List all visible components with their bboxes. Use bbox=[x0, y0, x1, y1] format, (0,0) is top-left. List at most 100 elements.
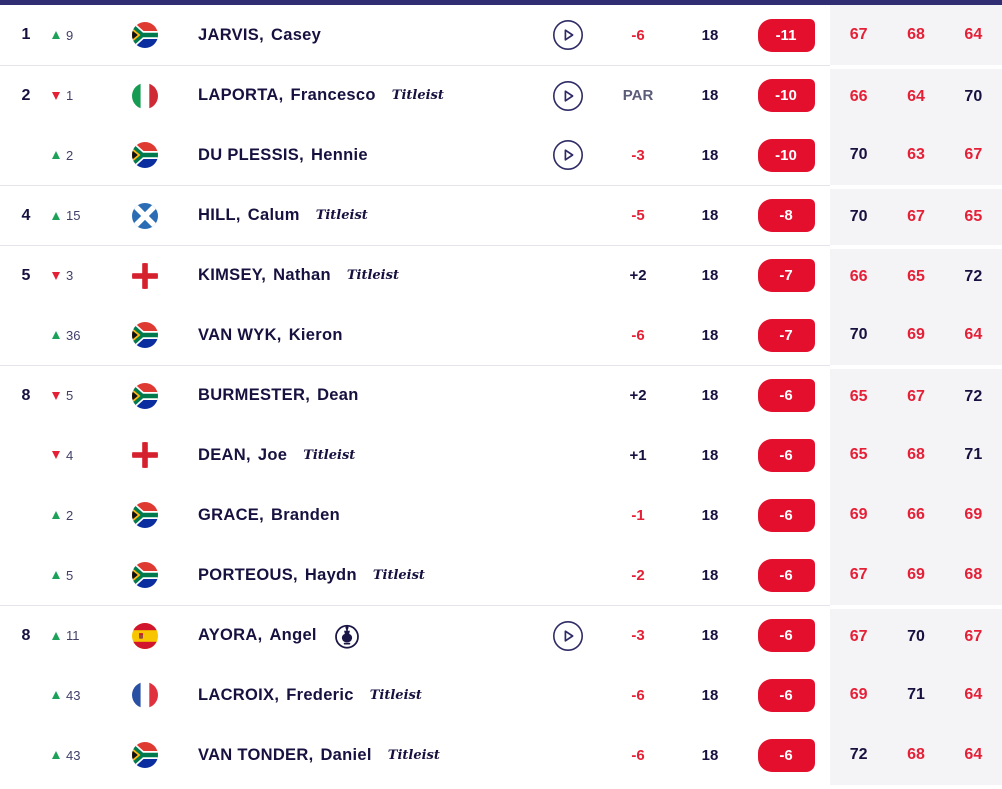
leaderboard-row[interactable]: 2 1 LAPORTA, Francesco Titleist PAR 18 -… bbox=[0, 65, 1002, 125]
player-last-name: DU PLESSIS, bbox=[198, 145, 304, 164]
player-name[interactable]: HILL, Calum Titleist bbox=[180, 206, 538, 225]
triangle-down-icon bbox=[52, 451, 60, 459]
total-cell: -7 bbox=[742, 259, 830, 292]
player-name[interactable]: VAN WYK, Kieron bbox=[180, 326, 538, 345]
play-video-button[interactable] bbox=[552, 139, 584, 171]
position-number: 1 bbox=[21, 26, 31, 43]
titleist-logo-text: Titleist bbox=[369, 687, 422, 703]
position-number: 8 bbox=[21, 626, 31, 644]
round-2-score: 65 bbox=[907, 268, 925, 285]
player-first-name: Calum bbox=[247, 206, 300, 224]
position-number: 5 bbox=[21, 266, 31, 284]
round-scores: 70 69 64 bbox=[830, 305, 1002, 365]
round-scores: 72 68 64 bbox=[830, 725, 1002, 785]
position-change: 9 bbox=[52, 28, 110, 43]
movement-value: 2 bbox=[66, 147, 74, 163]
play-video-button[interactable] bbox=[552, 80, 584, 112]
leaderboard-row[interactable]: 4 15 HILL, Calum Titleist -5 18 -8 70 67… bbox=[0, 185, 1002, 245]
round-1-score: 66 bbox=[849, 268, 868, 285]
holes-played: 18 bbox=[701, 326, 719, 344]
row-left: 5 PORTEOUS, Haydn Titleist -2 18 -6 bbox=[0, 545, 830, 605]
total-score-badge: -7 bbox=[757, 318, 815, 352]
england-flag-icon bbox=[110, 262, 180, 289]
movement-value: 1 bbox=[66, 88, 74, 103]
holes-played: 18 bbox=[701, 267, 719, 284]
round-3-score: 71 bbox=[964, 446, 983, 463]
player-name[interactable]: LACROIX, Frederic Titleist bbox=[180, 686, 538, 705]
leaderboard-row[interactable]: 2 DU PLESSIS, Hennie -3 18 -10 70 63 67 bbox=[0, 125, 1002, 185]
round-1-score: 70 bbox=[849, 208, 868, 225]
titleist-logo: Titleist bbox=[370, 688, 422, 703]
round-1-score: 69 bbox=[849, 686, 868, 703]
round-3-score: 68 bbox=[964, 566, 983, 583]
triangle-up-icon bbox=[52, 691, 60, 699]
video-cell bbox=[538, 80, 598, 112]
player-first-name: Branden bbox=[270, 505, 341, 524]
today-score: -1 bbox=[631, 506, 645, 524]
total-cell: -6 bbox=[742, 498, 830, 532]
total-cell: -7 bbox=[742, 318, 830, 352]
south-africa-flag-icon bbox=[110, 742, 180, 768]
round-2-score: 68 bbox=[907, 746, 925, 763]
position-change: 1 bbox=[52, 88, 110, 103]
player-name[interactable]: KIMSEY, Nathan Titleist bbox=[180, 266, 538, 285]
south-africa-flag-icon bbox=[110, 502, 180, 528]
round-scores: 67 70 67 bbox=[830, 605, 1002, 665]
leaderboard-row[interactable]: 4 DEAN, Joe Titleist +1 18 -6 65 68 71 bbox=[0, 425, 1002, 485]
player-name[interactable]: JARVIS, Casey bbox=[180, 26, 538, 45]
player-last-name: JARVIS, bbox=[198, 25, 264, 44]
titleist-logo: Titleist bbox=[316, 208, 368, 223]
position-number: 8 bbox=[21, 386, 31, 404]
today-score: -5 bbox=[631, 207, 645, 224]
player-name[interactable]: AYORA, Angel bbox=[180, 622, 538, 650]
today-score: -2 bbox=[631, 566, 645, 584]
player-first-name: Casey bbox=[271, 25, 322, 44]
player-first-name: Joe bbox=[257, 445, 288, 464]
player-name[interactable]: PORTEOUS, Haydn Titleist bbox=[180, 566, 538, 585]
player-name[interactable]: DU PLESSIS, Hennie bbox=[180, 146, 538, 165]
row-left: 2 DU PLESSIS, Hennie -3 18 -10 bbox=[0, 125, 830, 185]
leaderboard-row[interactable]: 5 PORTEOUS, Haydn Titleist -2 18 -6 67 6… bbox=[0, 545, 1002, 605]
round-scores: 66 64 70 bbox=[830, 65, 1002, 125]
position-change: 15 bbox=[52, 208, 110, 223]
total-score-badge: -11 bbox=[757, 18, 815, 52]
player-name[interactable]: DEAN, Joe Titleist bbox=[180, 446, 538, 465]
triangle-up-icon bbox=[52, 151, 60, 159]
position-change: 36 bbox=[52, 328, 110, 343]
round-1-score: 65 bbox=[849, 388, 868, 405]
player-name[interactable]: GRACE, Branden bbox=[180, 506, 538, 525]
total-score-badge: -6 bbox=[757, 678, 815, 712]
today-score: -6 bbox=[631, 326, 645, 344]
leaderboard-row[interactable]: 5 3 KIMSEY, Nathan Titleist +2 18 -7 66 … bbox=[0, 245, 1002, 305]
player-name[interactable]: VAN TONDER, Daniel Titleist bbox=[180, 746, 538, 765]
row-left: 4 15 HILL, Calum Titleist -5 18 -8 bbox=[0, 185, 830, 245]
triangle-up-icon bbox=[52, 751, 60, 759]
leaderboard-row[interactable]: 8 11 AYORA, Angel -3 18 -6 67 70 67 bbox=[0, 605, 1002, 665]
total-cell: -8 bbox=[742, 199, 830, 232]
south-africa-flag-icon bbox=[110, 142, 180, 168]
player-first-name: Frederic bbox=[286, 685, 354, 704]
movement-value: 15 bbox=[66, 208, 81, 223]
titleist-logo: Titleist bbox=[347, 268, 399, 283]
position-number: 4 bbox=[21, 206, 31, 224]
leaderboard-row[interactable]: 8 5 BURMESTER, Dean +2 18 -6 65 67 72 bbox=[0, 365, 1002, 425]
play-video-button[interactable] bbox=[552, 620, 584, 652]
total-score-badge: -6 bbox=[757, 438, 815, 472]
leaderboard-row[interactable]: 36 VAN WYK, Kieron -6 18 -7 70 69 64 bbox=[0, 305, 1002, 365]
leaderboard-row[interactable]: 43 LACROIX, Frederic Titleist -6 18 -6 6… bbox=[0, 665, 1002, 725]
leaderboard-row[interactable]: 43 VAN TONDER, Daniel Titleist -6 18 -6 … bbox=[0, 725, 1002, 785]
round-1-score: 72 bbox=[849, 746, 868, 763]
leaderboard-row[interactable]: 2 GRACE, Branden -1 18 -6 69 66 69 bbox=[0, 485, 1002, 545]
leaderboard-row[interactable]: 1 9 JARVIS, Casey -6 18 -11 67 68 64 bbox=[0, 5, 1002, 65]
position-change: 11 bbox=[52, 628, 110, 643]
movement-value: 36 bbox=[66, 327, 81, 343]
scotland-flag-icon bbox=[110, 202, 180, 229]
player-name[interactable]: LAPORTA, Francesco Titleist bbox=[180, 86, 538, 105]
holes-played: 18 bbox=[701, 446, 719, 464]
position-change: 3 bbox=[52, 268, 110, 283]
play-video-button[interactable] bbox=[552, 19, 584, 51]
holes-played: 18 bbox=[701, 146, 719, 164]
round-1-score: 67 bbox=[849, 566, 868, 583]
today-score: -3 bbox=[631, 627, 645, 644]
player-name[interactable]: BURMESTER, Dean bbox=[180, 386, 538, 405]
